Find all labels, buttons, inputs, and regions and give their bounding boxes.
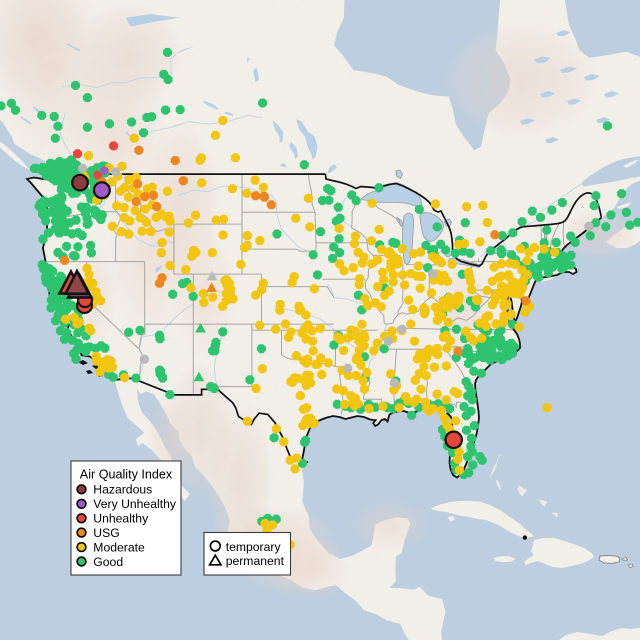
svg-text:USG: USG	[93, 526, 119, 540]
svg-text:Unhealthy: Unhealthy	[93, 512, 149, 526]
svg-text:Moderate: Moderate	[93, 541, 145, 555]
svg-text:Hazardous: Hazardous	[93, 483, 152, 497]
svg-text:Very Unhealthy: Very Unhealthy	[93, 497, 177, 511]
svg-text:temporary: temporary	[226, 540, 282, 554]
svg-text:Air Quality Index: Air Quality Index	[80, 468, 173, 482]
svg-text:Good: Good	[93, 555, 123, 569]
svg-text:permanent: permanent	[226, 554, 285, 568]
